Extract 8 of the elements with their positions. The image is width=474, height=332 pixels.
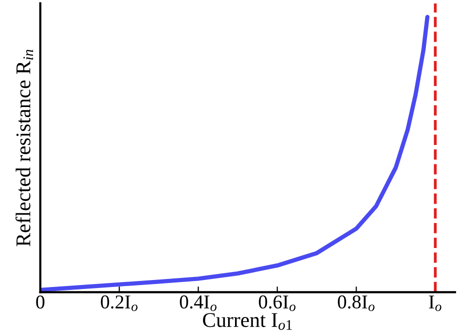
x-tick-label: 0 <box>36 296 44 309</box>
x-tick-label: 0.4I$_{o}$ <box>180 295 216 312</box>
y-axis-title: Reflected resistance R$_{in}$ <box>16 50 34 246</box>
x-tick-label: 0.6I$_{o}$ <box>258 295 296 312</box>
x-tick-label: I$_{o}$ <box>428 296 442 312</box>
x-axis-title: Current I$_{o1}$ <box>203 313 292 330</box>
x-tick-label: 0.8I$_{o}$ <box>338 295 374 312</box>
x-tick-label: 0.2I$_{o}$ <box>100 295 138 312</box>
